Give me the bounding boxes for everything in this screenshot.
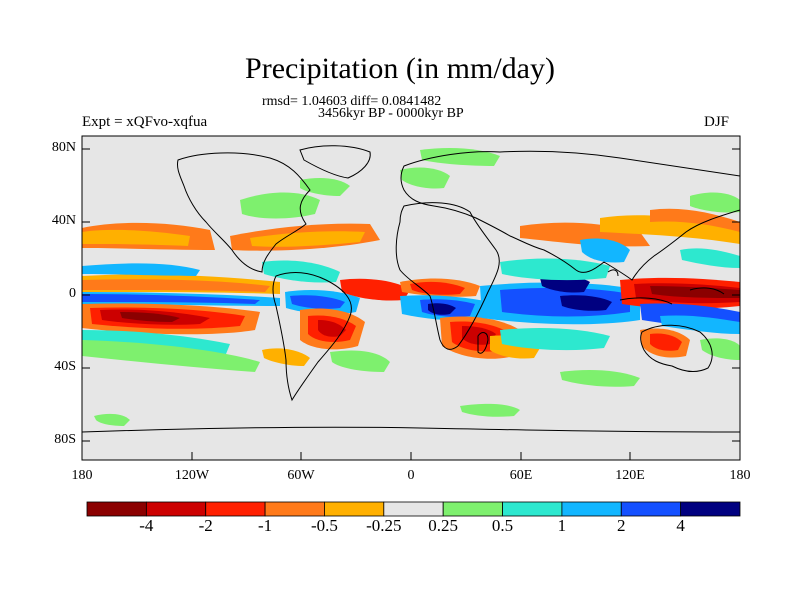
colorbar-swatch <box>145 501 207 517</box>
lon-label: 120W <box>174 468 210 483</box>
colorbar-label: -1 <box>257 516 273 535</box>
lon-label: 180 <box>729 468 751 483</box>
colorbar-swatch <box>264 501 325 517</box>
colorbar-swatch <box>324 501 385 517</box>
colorbar-label: 2 <box>617 516 626 535</box>
lon-label: 0 <box>407 468 415 483</box>
season-label: DJF <box>704 114 730 130</box>
colorbar-label: 4 <box>676 516 685 535</box>
axis-ticks <box>81 148 741 460</box>
lon-label: 180 <box>71 468 93 483</box>
lon-label: 60W <box>287 468 315 483</box>
colorbar-swatch <box>502 501 563 517</box>
lat-label: 40S <box>54 359 76 374</box>
colorbar-label: -0.25 <box>366 516 402 535</box>
lon-label: 60E <box>509 468 533 483</box>
lon-label: 120E <box>615 468 645 483</box>
lat-label: 80S <box>54 432 76 447</box>
experiment-label: Expt = xQFvo-xqfua <box>82 114 208 130</box>
lat-label: 40N <box>51 213 76 228</box>
coastlines <box>82 145 740 433</box>
stats-text: rmsd= 1.04603 diff= 0.0841482 <box>262 94 442 109</box>
colorbar-swatch <box>86 501 147 517</box>
lat-label: 80N <box>51 140 76 155</box>
colorbar <box>86 501 741 517</box>
colorbar-label: 1 <box>557 516 567 535</box>
colorbar-label: 0.5 <box>491 516 514 535</box>
colorbar-label: -0.5 <box>310 516 338 535</box>
colorbar-swatch <box>561 501 622 517</box>
colorbar-swatch <box>680 501 741 517</box>
colorbar-swatch <box>205 501 266 517</box>
colorbar-swatch <box>383 501 444 517</box>
page-title: Precipitation (in mm/day) <box>245 52 555 85</box>
colorbar-swatch <box>620 501 682 517</box>
precipitation-anomaly-field <box>82 148 740 426</box>
lat-label: 0 <box>69 286 76 301</box>
colorbar-label: -2 <box>198 516 213 535</box>
period-text: 3456kyr BP - 0000kyr BP <box>318 106 464 121</box>
colorbar-label: 0.25 <box>428 516 459 535</box>
colorbar-swatch <box>442 501 503 517</box>
colorbar-label: -4 <box>139 516 154 535</box>
